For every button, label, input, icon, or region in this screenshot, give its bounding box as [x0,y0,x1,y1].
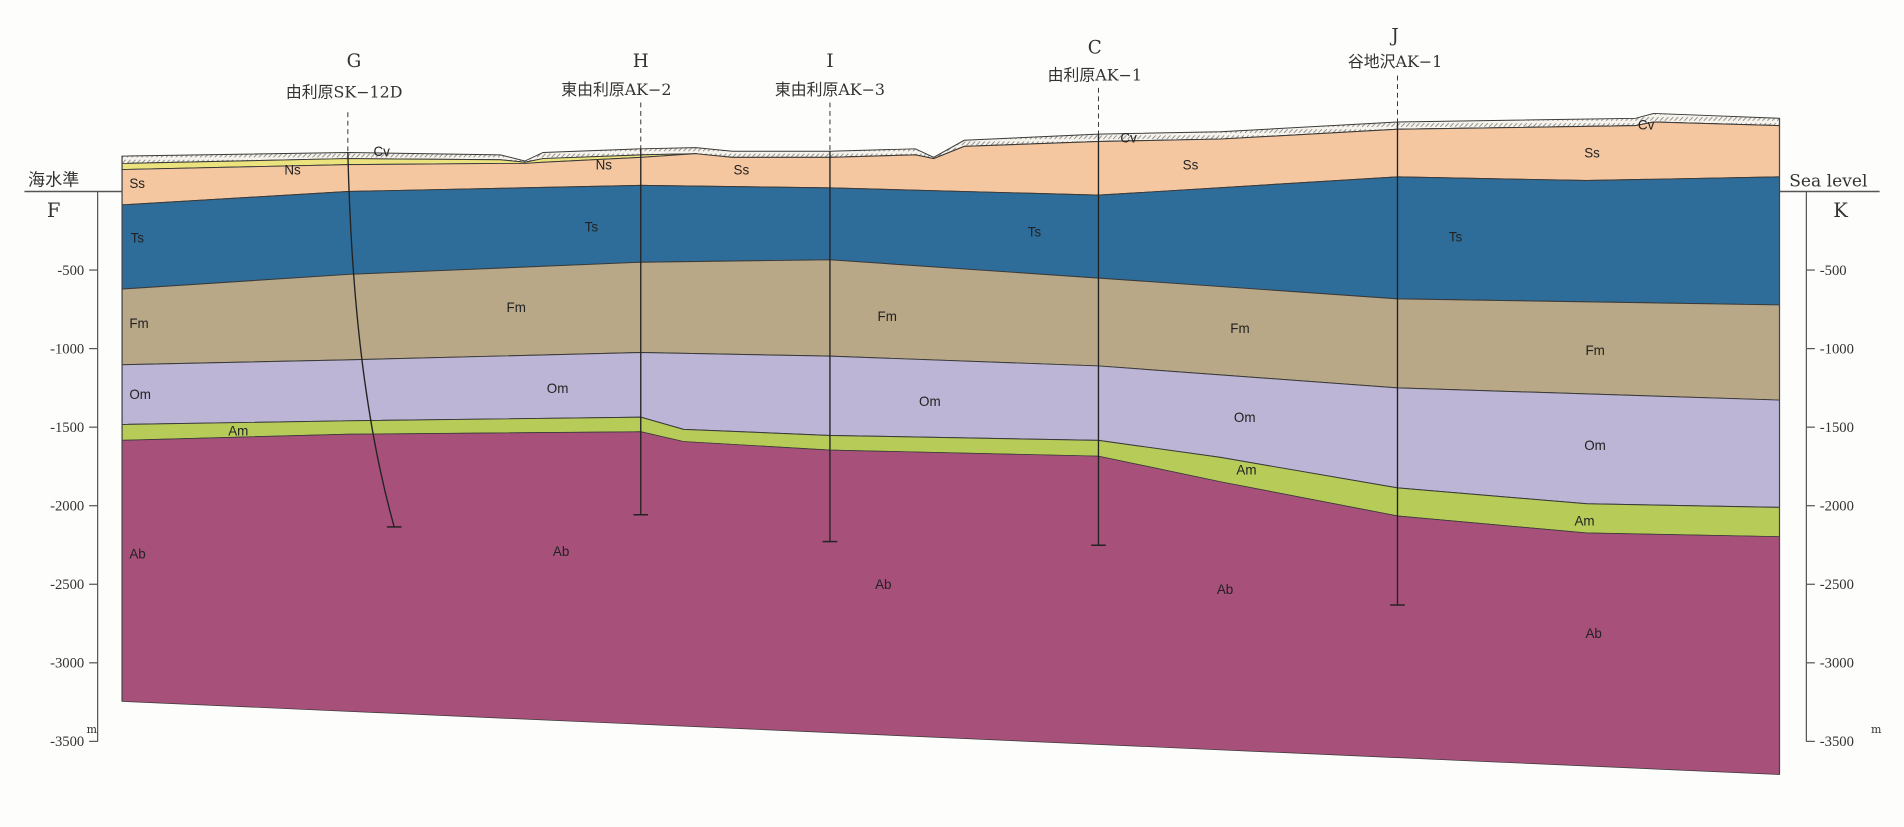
right-axis-ticks: -500 -1000 -1500 -2000 -2500 -3000 -3500 [1806,263,1854,750]
layer-label-ns: Ns [596,158,613,173]
unit-label: m [1871,723,1882,736]
layer-label-cv: Cv [373,144,390,159]
left-depth-axis: 海水準 F m -500 -1000 -1500 -2000 -2500 -30… [24,170,123,750]
layer-label-ss: Ss [1584,145,1600,160]
layer-label-ab: Ab [875,577,891,592]
axis-tick-label: -500 [57,263,84,279]
layer-label-fm: Fm [878,309,897,324]
layer-label-om: Om [1234,410,1256,425]
layer-label-ss: Ss [129,176,145,191]
borehole-name-j: 谷地沢AK−1 [1348,52,1442,71]
axis-tick-label: -2000 [1820,499,1854,515]
unit-label: m [87,723,98,736]
axis-tick-label: -1500 [1820,420,1854,436]
layer-label-ts: Ts [1449,230,1463,245]
borehole-name-c: 由利原AK−1 [1048,66,1142,85]
layer-labels: Cv Cv Cv Ns Ns Ss Ss Ss Ss Ts Ts Ts Ts F… [129,117,1654,641]
right-depth-axis: Sea level K m -500 -1000 -1500 -2000 -25… [1779,172,1882,750]
section-end-label: F [47,199,61,222]
layer-label-ab: Ab [1217,582,1233,597]
borehole-letter-g: G [347,51,362,72]
layer-label-am: Am [1574,514,1594,529]
layer-label-am: Am [228,423,248,438]
section-end-label: K [1833,199,1848,222]
axis-tick-label: -3000 [50,656,84,672]
layer-label-fm: Fm [129,316,148,331]
borehole-name-g: 由利原SK−12D [286,83,403,102]
axis-tick-label: -3500 [1820,734,1854,750]
axis-tick-label: -2500 [50,577,84,593]
layer-label-am: Am [1236,462,1256,477]
left-axis-ticks: -500 -1000 -1500 -2000 -2500 -3000 -3500 [50,263,98,750]
layer-label-ts: Ts [1028,225,1042,240]
borehole-letter-h: H [633,51,649,72]
layer-label-ts: Ts [131,231,145,246]
borehole-name-i: 東由利原AK−3 [775,80,885,99]
sea-level-label: 海水準 [28,170,79,190]
layer-label-ab: Ab [129,547,145,562]
layer-label-fm: Fm [1230,321,1249,336]
axis-tick-label: -2500 [1820,577,1854,593]
layer-label-om: Om [1584,438,1606,453]
layer-label-ts: Ts [585,220,599,235]
axis-tick-label: -500 [1820,263,1847,279]
layer-label-ss: Ss [1183,158,1199,173]
axis-tick-label: -3000 [1820,656,1854,672]
borehole-g-trace [347,152,395,528]
borehole-group [347,75,1405,606]
layer-label-ab: Ab [553,544,569,559]
axis-tick-label: -1000 [50,341,84,357]
layer-label-fm: Fm [1585,343,1604,358]
layer-label-om: Om [919,394,941,409]
axis-tick-label: -2000 [50,499,84,515]
sea-level-label: Sea level [1789,172,1867,192]
layer-label-om: Om [129,387,151,402]
layer-label-ss: Ss [734,162,750,177]
borehole-letter-i: I [826,51,833,72]
layer-label-cv: Cv [1638,117,1655,132]
layer-label-cv: Cv [1120,131,1137,146]
borehole-name-h: 東由利原AK−2 [561,80,671,99]
axis-tick-label: -1000 [1820,341,1854,357]
layer-label-ab: Ab [1585,626,1601,641]
layer-label-ns: Ns [284,162,301,177]
layer-label-om: Om [547,381,569,396]
borehole-letter-c: C [1088,38,1102,59]
layer-group [121,112,1781,775]
axis-tick-label: -1500 [50,420,84,436]
axis-tick-label: -3500 [50,734,84,750]
borehole-letter-j: J [1389,25,1398,46]
layer-label-fm: Fm [507,300,526,315]
